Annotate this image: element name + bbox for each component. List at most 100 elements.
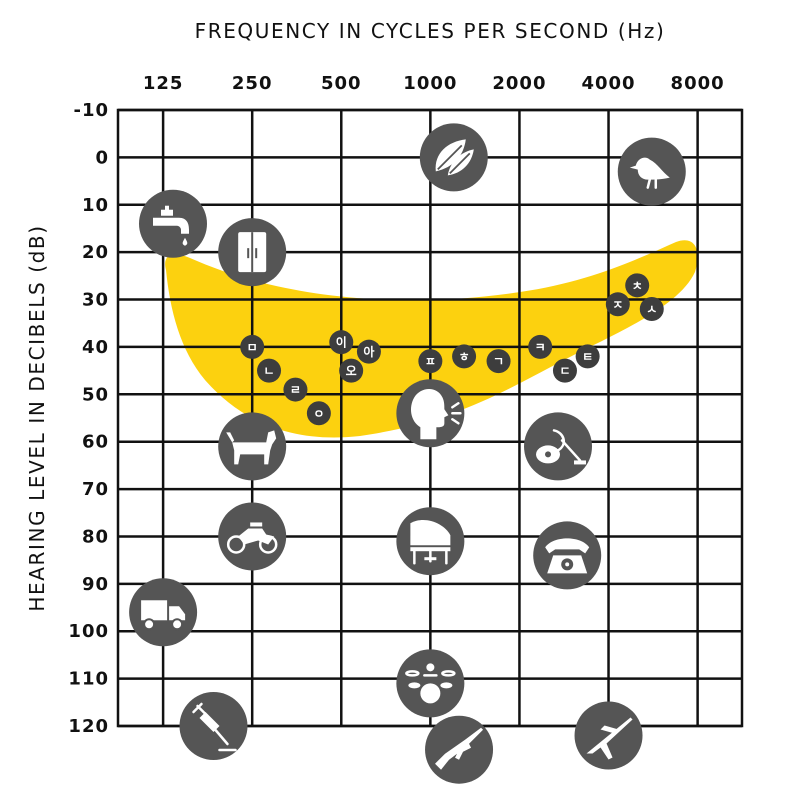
icon-badge — [524, 412, 593, 481]
phoneme-label: 이 — [336, 335, 347, 350]
phoneme-marker: ㅈ — [605, 292, 630, 317]
phoneme-label: 오 — [346, 364, 357, 378]
y-tick-label: 60 — [82, 432, 109, 453]
y-axis-title: HEARING LEVEL IN DECIBELS (dB) — [25, 224, 49, 611]
icon-glyph — [586, 717, 633, 760]
phoneme-label: ㅊ — [632, 279, 643, 293]
y-tick-label: 20 — [82, 242, 109, 263]
phoneme-label: ㄴ — [264, 364, 275, 378]
phoneme-dot — [528, 334, 553, 359]
phoneme-dot — [339, 358, 364, 383]
phoneme-dot — [329, 330, 354, 355]
phoneme-dot — [240, 334, 265, 359]
jackhammer-icon — [179, 692, 248, 760]
y-tick-label: 10 — [82, 195, 109, 216]
phoneme-label: ㅁ — [247, 340, 258, 354]
faucet-icon — [138, 189, 207, 258]
phoneme-marker: 이 — [329, 330, 354, 355]
x-tick-labels: 125 250 500 1000 2000 4000 8000 — [143, 73, 724, 94]
icon-glyph — [152, 205, 189, 246]
icon-glyph — [238, 232, 267, 273]
phoneme-dot — [575, 344, 600, 369]
leaves-icon — [419, 123, 488, 192]
y-tick-label: 50 — [82, 384, 109, 405]
phoneme-dot — [639, 297, 664, 322]
y-tick-label: 40 — [82, 337, 109, 358]
phoneme-label: ㅈ — [612, 298, 623, 312]
phoneme-marker: ㅁ — [240, 334, 265, 359]
icon-glyph — [226, 522, 278, 554]
phoneme-marker: 오 — [339, 358, 364, 383]
phoneme-dot — [356, 339, 381, 364]
icon-glyph — [192, 702, 237, 752]
phoneme-dot — [257, 358, 282, 383]
phoneme-dot — [605, 292, 630, 317]
dog-icon — [218, 412, 287, 481]
phoneme-marker: 아 — [356, 339, 381, 364]
y-tick-label: 80 — [82, 526, 109, 547]
icon-glyph — [410, 519, 451, 565]
y-tick-labels: -10 0 10 20 30 40 50 60 70 80 90 100 110 120 — [68, 100, 109, 737]
y-tick-label: -10 — [73, 100, 109, 121]
phoneme-marker: ㄹ — [283, 377, 308, 402]
phoneme-label: 아 — [363, 344, 374, 359]
x-tick-label: 1000 — [403, 73, 457, 94]
phoneme-label: ㄱ — [493, 355, 504, 369]
phoneme-dot — [283, 377, 308, 402]
y-tick-label: 30 — [82, 290, 109, 311]
sound-icons — [129, 123, 686, 784]
icon-glyph — [545, 538, 590, 574]
x-tick-label: 500 — [321, 73, 362, 94]
x-tick-label: 250 — [232, 73, 273, 94]
phoneme-marker: ㅎ — [452, 344, 477, 369]
phoneme-label: ㄷ — [559, 364, 570, 378]
icon-glyph — [629, 157, 670, 189]
phoneme-dot — [486, 349, 511, 374]
phoneme-dot — [625, 273, 650, 298]
plot-frame — [116, 108, 744, 728]
icon-glyph — [435, 139, 474, 176]
phoneme-marker: ㅇ — [306, 401, 331, 426]
phoneme-dot — [452, 344, 477, 369]
y-tick-label: 120 — [68, 716, 109, 737]
phoneme-label: ㅍ — [425, 355, 436, 369]
icon-glyph — [226, 430, 277, 465]
phoneme-marker: ㄴ — [257, 358, 282, 383]
phoneme-dot — [552, 358, 577, 383]
speaking-person-icon — [396, 379, 465, 448]
phoneme-label: ㅌ — [582, 350, 593, 364]
y-tick-label: 100 — [68, 621, 109, 642]
phoneme-marker: ㄷ — [552, 358, 577, 383]
x-tick-label: 125 — [143, 73, 184, 94]
phoneme-marker: ㅋ — [528, 334, 553, 359]
phoneme-marker: ㅅ — [639, 297, 664, 322]
icon-glyph — [141, 600, 186, 631]
phoneme-marker: ㅌ — [575, 344, 600, 369]
phoneme-dot — [306, 401, 331, 426]
icon-glyph — [435, 727, 484, 770]
phoneme-label: ㅇ — [313, 407, 324, 421]
phoneme-marker: ㅍ — [418, 349, 443, 374]
telephone-icon — [533, 521, 602, 590]
bird-icon — [617, 137, 686, 206]
phoneme-label: ㄹ — [290, 383, 301, 397]
y-tick-label: 110 — [68, 669, 109, 690]
y-tick-label: 90 — [82, 574, 109, 595]
phoneme-marker: ㄱ — [486, 349, 511, 374]
icon-glyph — [405, 663, 456, 704]
piano-icon — [396, 507, 465, 576]
phoneme-dot — [418, 349, 443, 374]
drum-kit-icon — [396, 649, 465, 718]
rifle-icon — [425, 715, 494, 784]
x-tick-label: 2000 — [492, 73, 546, 94]
y-tick-label: 0 — [95, 147, 109, 168]
airplane-icon — [574, 701, 643, 770]
phoneme-label: ㅅ — [646, 303, 657, 317]
icon-glyph — [536, 429, 587, 465]
x-tick-label: 4000 — [581, 73, 635, 94]
y-tick-label: 70 — [82, 479, 109, 500]
phoneme-label: ㅎ — [459, 350, 470, 364]
phoneme-label: ㅋ — [535, 340, 546, 354]
